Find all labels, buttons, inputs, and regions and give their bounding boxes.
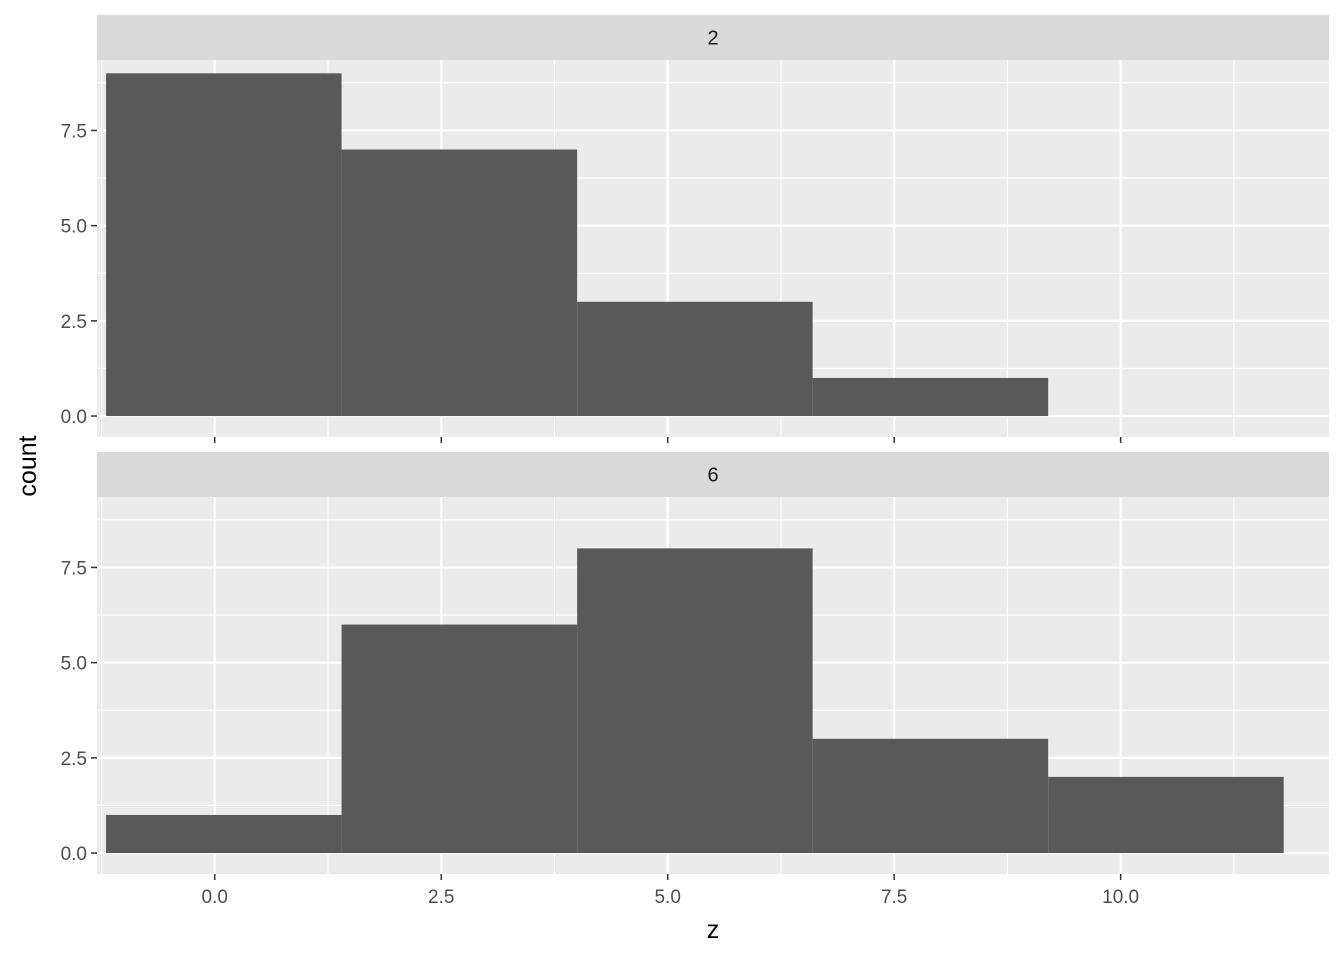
x-tick-label: 10.0: [1102, 887, 1139, 908]
y-tick-label: 2.5: [61, 312, 87, 333]
facet-strip: [97, 15, 1329, 60]
y-axis-title: count: [14, 435, 42, 496]
facet-panels: 2 0.0 2.5 5.0 7.5 6 0.0 2.5 5.0 7.5: [61, 15, 1329, 880]
x-tick-label: 5.0: [654, 887, 680, 908]
facet-strip-label: 2: [707, 28, 718, 50]
facet-panel-2: 2 0.0 2.5 5.0 7.5: [61, 15, 1329, 443]
histogram-bar: [1048, 776, 1284, 854]
y-tick-label: 0.0: [61, 407, 87, 428]
histogram-bar: [106, 73, 342, 417]
histogram-bar: [106, 814, 342, 854]
y-tick-label: 7.5: [61, 121, 87, 142]
y-tick-label: 5.0: [61, 217, 87, 238]
y-tick-label: 5.0: [61, 654, 87, 675]
histogram-bar: [577, 548, 813, 854]
histogram-bar: [341, 624, 578, 854]
x-tick-label: 0.0: [202, 887, 228, 908]
facet-panel-6: 6 0.0 2.5 5.0 7.5: [61, 452, 1329, 880]
facet-strip-label: 6: [707, 465, 718, 487]
x-tick-label: 2.5: [428, 887, 454, 908]
y-tick-label: 7.5: [61, 558, 87, 579]
histogram-bar: [812, 377, 1049, 417]
y-tick-label: 2.5: [61, 749, 87, 770]
x-tick-label: 7.5: [881, 887, 907, 908]
facet-strip: [97, 452, 1329, 497]
y-tick-label: 0.0: [61, 844, 87, 865]
x-axis-title: z: [707, 916, 720, 944]
histogram-bar: [812, 738, 1049, 854]
histogram-bar: [577, 301, 813, 417]
histogram-bar: [341, 149, 578, 417]
x-axis: 0.0 2.5 5.0 7.5 10.0: [202, 887, 1140, 908]
